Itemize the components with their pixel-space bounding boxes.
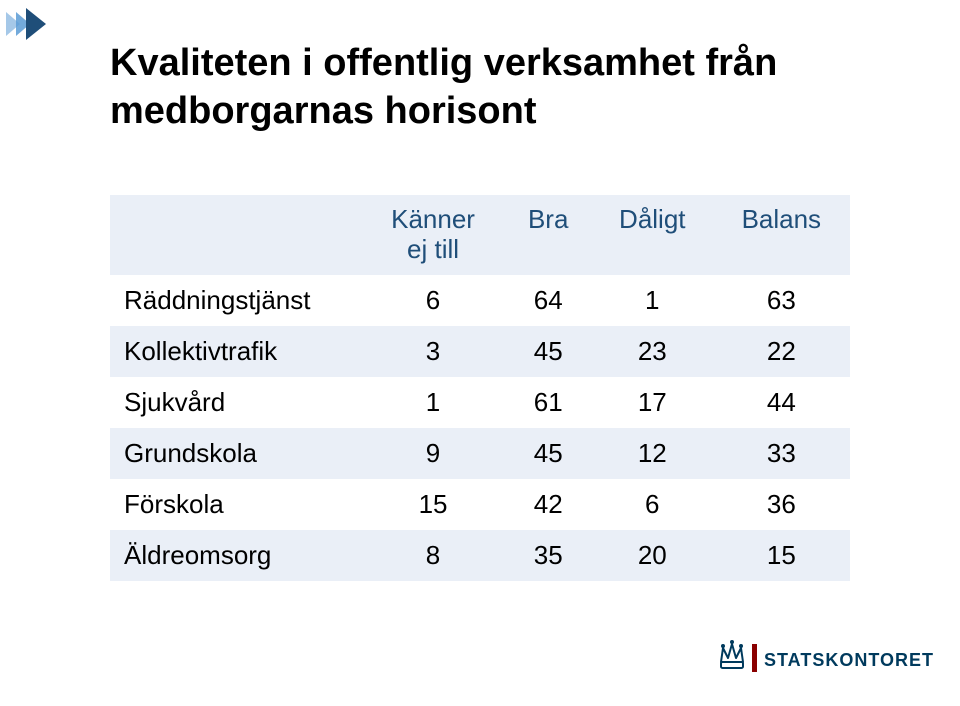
cell: 1 (362, 377, 505, 428)
cell: 45 (504, 428, 591, 479)
cell: 12 (592, 428, 713, 479)
table-row: Grundskola 9 45 12 33 (110, 428, 850, 479)
data-table: Känner ej till Bra Dåligt Balans Räddnin… (110, 195, 850, 581)
cell: 15 (713, 530, 850, 581)
header-col-1-line-2: ej till (407, 234, 459, 264)
row-label: Förskola (110, 479, 362, 530)
header-col-2: Bra (504, 195, 591, 275)
cell: 3 (362, 326, 505, 377)
cell: 63 (713, 275, 850, 326)
cell: 42 (504, 479, 591, 530)
row-label: Sjukvård (110, 377, 362, 428)
cell: 15 (362, 479, 505, 530)
header-col-1: Känner ej till (362, 195, 505, 275)
cell: 44 (713, 377, 850, 428)
row-label: Kollektivtrafik (110, 326, 362, 377)
table-row: Räddningstjänst 6 64 1 63 (110, 275, 850, 326)
cell: 45 (504, 326, 591, 377)
cell: 17 (592, 377, 713, 428)
cell: 64 (504, 275, 591, 326)
row-label: Äldreomsorg (110, 530, 362, 581)
cell: 6 (362, 275, 505, 326)
logo-text: STATSKONTORET (764, 650, 934, 670)
slide: Kvaliteten i offentlig verksamhet från m… (0, 0, 960, 706)
cell: 61 (504, 377, 591, 428)
row-label: Grundskola (110, 428, 362, 479)
table-row: Kollektivtrafik 3 45 23 22 (110, 326, 850, 377)
cell: 35 (504, 530, 591, 581)
row-label: Räddningstjänst (110, 275, 362, 326)
header-blank (110, 195, 362, 275)
table-header-row: Känner ej till Bra Dåligt Balans (110, 195, 850, 275)
cell: 23 (592, 326, 713, 377)
header-col-3: Dåligt (592, 195, 713, 275)
statskontoret-logo: STATSKONTORET (716, 634, 936, 682)
cell: 1 (592, 275, 713, 326)
cell: 8 (362, 530, 505, 581)
page-title: Kvaliteten i offentlig verksamhet från m… (110, 40, 850, 135)
title-line-1: Kvaliteten i offentlig verksamhet från (110, 42, 777, 84)
cell: 22 (713, 326, 850, 377)
header-col-4: Balans (713, 195, 850, 275)
cell: 33 (713, 428, 850, 479)
cell: 36 (713, 479, 850, 530)
cell: 6 (592, 479, 713, 530)
cell: 20 (592, 530, 713, 581)
table-row: Förskola 15 42 6 36 (110, 479, 850, 530)
table-row: Äldreomsorg 8 35 20 15 (110, 530, 850, 581)
data-table-wrap: Känner ej till Bra Dåligt Balans Räddnin… (110, 195, 850, 581)
cell: 9 (362, 428, 505, 479)
header-col-1-line-1: Känner (391, 204, 475, 234)
table-row: Sjukvård 1 61 17 44 (110, 377, 850, 428)
decor-triangles-icon (6, 8, 66, 48)
title-line-2: medborgarnas horisont (110, 90, 537, 132)
